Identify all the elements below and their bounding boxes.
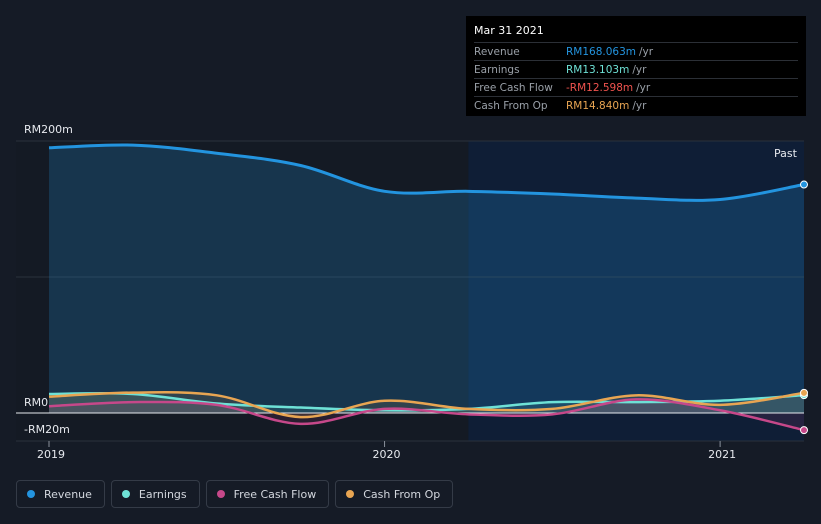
legend-label: Revenue xyxy=(44,487,92,501)
tooltip-value: RM13.103m xyxy=(566,63,630,76)
tooltip-label: Free Cash Flow xyxy=(474,81,553,94)
tooltip-unit: /yr xyxy=(632,63,647,76)
tooltip: Mar 31 2021 Revenue RM168.063m /yr Earni… xyxy=(466,16,806,116)
x-tick-label: 2021 xyxy=(708,448,736,461)
tooltip-value: RM14.840m xyxy=(566,99,630,112)
past-label: Past xyxy=(774,147,798,160)
legend-item-earnings[interactable]: Earnings xyxy=(110,480,200,508)
y-tick-label: RM0 xyxy=(24,396,48,409)
series-area-revenue xyxy=(49,144,804,413)
legend-dot-icon xyxy=(27,490,35,498)
series-endpoint-free-cash-flow xyxy=(800,426,808,435)
tooltip-row-earnings: Earnings RM13.103m /yr xyxy=(474,60,798,78)
x-tick-label: 2019 xyxy=(37,448,65,461)
legend: Revenue Earnings Free Cash Flow Cash Fro… xyxy=(16,480,454,508)
tooltip-row-free-cash-flow: Free Cash Flow -RM12.598m /yr xyxy=(474,78,798,96)
legend-dot-icon xyxy=(121,490,130,498)
tooltip-row-revenue: Revenue RM168.063m /yr xyxy=(474,42,798,60)
tooltip-unit: /yr xyxy=(636,81,651,94)
tooltip-date: Mar 31 2021 xyxy=(474,24,544,37)
x-tick-label: 2020 xyxy=(373,448,401,461)
tooltip-row-cash-from-op: Cash From Op RM14.840m /yr xyxy=(474,96,798,114)
legend-item-free-cash-flow[interactable]: Free Cash Flow xyxy=(205,480,330,508)
legend-dot-icon xyxy=(346,490,355,498)
tooltip-value: -RM12.598m xyxy=(566,81,634,94)
series-line-cash-from-op xyxy=(48,391,805,419)
legend-label: Earnings xyxy=(138,487,187,501)
series-line-revenue xyxy=(48,143,805,202)
legend-item-cash-from-op[interactable]: Cash From Op xyxy=(335,480,454,508)
y-tick-label: -RM20m xyxy=(24,423,70,436)
y-tick-label: RM200m xyxy=(24,123,73,136)
series-endpoint-revenue xyxy=(800,180,808,189)
tooltip-unit: /yr xyxy=(639,45,654,58)
tooltip-label: Earnings xyxy=(474,63,520,76)
legend-item-revenue[interactable]: Revenue xyxy=(16,480,105,508)
legend-label: Free Cash Flow xyxy=(233,487,317,501)
tooltip-value: RM168.063m xyxy=(566,45,637,58)
series-line-free-cash-flow xyxy=(48,398,805,432)
legend-label: Cash From Op xyxy=(363,487,441,501)
past-highlight-region xyxy=(468,141,804,441)
tooltip-unit: /yr xyxy=(632,99,647,112)
series-endpoint-cash-from-op xyxy=(800,388,808,397)
tooltip-label: Revenue xyxy=(474,45,520,58)
series-area-free-cash-flow xyxy=(49,399,804,431)
legend-dot-icon xyxy=(216,490,225,498)
tooltip-label: Cash From Op xyxy=(474,99,548,112)
